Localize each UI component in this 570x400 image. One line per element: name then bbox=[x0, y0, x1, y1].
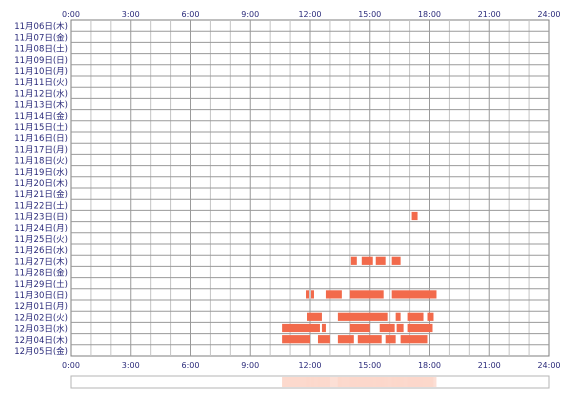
x-tick-label-top: 0:00 bbox=[62, 10, 80, 19]
activity-bar bbox=[411, 211, 418, 221]
day-label: 11月17日(月) bbox=[14, 145, 68, 155]
day-label: 11月25日(火) bbox=[14, 235, 68, 245]
activity-bar bbox=[391, 256, 401, 265]
grid-lines bbox=[71, 20, 549, 356]
day-label: 11月23日(日) bbox=[14, 213, 68, 223]
activity-bar bbox=[427, 312, 434, 321]
x-tick-label-bottom: 24:00 bbox=[537, 361, 560, 370]
x-tick-label-bottom: 12:00 bbox=[298, 361, 321, 370]
activity-bar bbox=[375, 256, 386, 265]
x-tick-label-top: 6:00 bbox=[182, 10, 200, 19]
x-tick-label-bottom: 15:00 bbox=[358, 361, 381, 370]
day-label: 11月10日(月) bbox=[14, 67, 68, 77]
summary-strip-segment bbox=[317, 377, 330, 387]
activity-bar bbox=[361, 256, 373, 265]
day-label: 11月12日(水) bbox=[14, 88, 68, 99]
summary-strip-segment bbox=[357, 377, 382, 387]
day-labels: 11月06日(木)11月07日(金)11月08日(土)11月09日(日)11月1… bbox=[14, 21, 68, 357]
day-label: 11月11日(火) bbox=[14, 78, 68, 88]
day-label: 11月27日(木) bbox=[14, 256, 68, 267]
summary-strip-segment bbox=[385, 377, 396, 387]
day-label: 11月14日(金) bbox=[14, 111, 68, 122]
activity-bar bbox=[349, 290, 384, 299]
x-tick-label-bottom: 3:00 bbox=[122, 361, 140, 370]
x-tick-label-top: 15:00 bbox=[358, 10, 381, 19]
activity-bar bbox=[306, 290, 310, 299]
x-tick-label-top: 12:00 bbox=[298, 10, 321, 19]
x-axis-bottom: 0:00 3:00 6:00 9:00 12:00 15:00 18:00 21:00 24:0… bbox=[62, 361, 561, 370]
summary-strip-segment bbox=[337, 377, 354, 387]
activity-bar bbox=[321, 323, 326, 333]
summary-strip-segment bbox=[325, 377, 342, 387]
activity-bar bbox=[282, 335, 310, 344]
day-label: 11月07日(金) bbox=[14, 32, 68, 43]
day-label: 12月01日(月) bbox=[14, 302, 68, 312]
day-label: 11月09日(日) bbox=[14, 56, 68, 66]
day-label: 11月21日(金) bbox=[14, 189, 68, 200]
activity-bar bbox=[396, 323, 404, 333]
x-tick-label-top: 21:00 bbox=[478, 10, 501, 19]
x-tick-label-bottom: 9:00 bbox=[241, 361, 259, 370]
activity-bar bbox=[310, 312, 322, 321]
summary-strip-segment bbox=[400, 377, 428, 387]
day-label: 11月22日(土) bbox=[14, 200, 68, 211]
x-tick-label-bottom: 6:00 bbox=[182, 361, 200, 370]
x-tick-label-top: 24:00 bbox=[537, 10, 560, 19]
activity-bar bbox=[337, 312, 388, 321]
day-label: 12月03日(水) bbox=[14, 324, 68, 335]
day-label: 11月26日(水) bbox=[14, 245, 68, 256]
x-tick-label-bottom: 21:00 bbox=[478, 361, 501, 370]
activity-bar bbox=[317, 335, 330, 344]
activity-bar bbox=[400, 335, 428, 344]
day-label: 11月08日(土) bbox=[14, 44, 68, 55]
activity-bar bbox=[349, 323, 370, 333]
x-tick-label-bottom: 18:00 bbox=[418, 361, 441, 370]
activity-bar bbox=[350, 256, 357, 265]
x-axis-top: 0:00 3:00 6:00 9:00 12:00 15:00 18:00 21:00 24:0… bbox=[62, 10, 561, 19]
activity-bar bbox=[282, 323, 320, 333]
day-label: 11月19日(水) bbox=[14, 167, 68, 178]
day-label: 11月16日(日) bbox=[14, 134, 68, 144]
activity-bar bbox=[407, 312, 424, 321]
day-label: 11月29日(土) bbox=[14, 279, 68, 290]
activity-bar bbox=[357, 335, 382, 344]
summary-strip bbox=[282, 377, 437, 387]
day-label: 11月15日(土) bbox=[14, 122, 68, 133]
activity-bar bbox=[391, 290, 437, 299]
day-label: 12月04日(木) bbox=[14, 335, 68, 346]
x-tick-label-bottom: 0:00 bbox=[62, 361, 80, 370]
activity-bar bbox=[407, 323, 433, 333]
x-tick-label-top: 3:00 bbox=[122, 10, 140, 19]
activity-bar bbox=[307, 312, 310, 321]
activity-bar bbox=[379, 323, 395, 333]
day-label: 11月13日(木) bbox=[14, 100, 68, 111]
day-label: 11月06日(木) bbox=[14, 21, 68, 32]
day-label: 11月28日(金) bbox=[14, 268, 68, 279]
activity-bar bbox=[310, 290, 314, 299]
summary-strip-segment bbox=[282, 377, 310, 387]
day-label: 11月30日(日) bbox=[14, 291, 68, 301]
activity-bar bbox=[395, 312, 401, 321]
activity-bar bbox=[325, 290, 342, 299]
activity-bar bbox=[337, 335, 354, 344]
activity-bars bbox=[282, 211, 437, 344]
activity-bar bbox=[385, 335, 396, 344]
day-label: 12月02日(火) bbox=[14, 313, 68, 323]
day-label: 11月18日(火) bbox=[14, 157, 68, 167]
day-label: 12月05日(金) bbox=[14, 346, 68, 357]
summary-strip-segment bbox=[396, 377, 404, 387]
day-label: 11月20日(木) bbox=[14, 178, 68, 189]
x-tick-label-top: 18:00 bbox=[418, 10, 441, 19]
x-tick-label-top: 9:00 bbox=[241, 10, 259, 19]
day-label: 11月24日(月) bbox=[14, 224, 68, 234]
